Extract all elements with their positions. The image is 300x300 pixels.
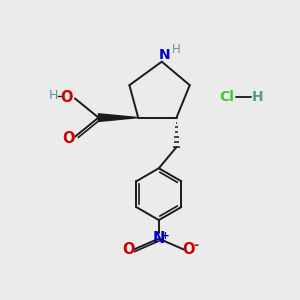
Text: O: O [60, 90, 73, 105]
Text: H: H [49, 89, 58, 102]
Text: O: O [62, 131, 75, 146]
Text: Cl: Cl [219, 90, 234, 104]
Text: N: N [153, 231, 165, 246]
Polygon shape [98, 114, 138, 122]
Text: +: + [161, 231, 170, 241]
Text: O: O [122, 242, 135, 257]
Text: -: - [194, 239, 199, 253]
Text: H: H [172, 43, 181, 56]
Text: H: H [252, 90, 263, 104]
Text: O: O [182, 242, 194, 257]
Text: N: N [158, 48, 170, 62]
